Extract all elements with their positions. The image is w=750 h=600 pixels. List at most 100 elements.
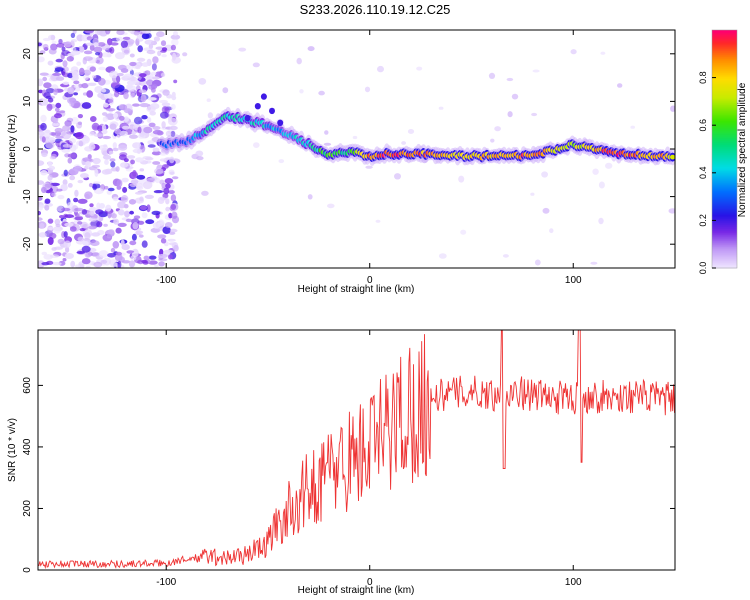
noise-mark — [136, 174, 146, 180]
noise-mark — [299, 89, 304, 94]
colorbar-strip — [712, 74, 737, 77]
noise-mark — [162, 164, 169, 169]
noise-mark — [151, 76, 160, 80]
noise-mark — [171, 38, 179, 46]
noise-mark — [127, 85, 137, 91]
colorbar-strip — [712, 150, 737, 153]
noise-mark — [77, 121, 82, 126]
x-tick-label: 0 — [367, 275, 373, 286]
colorbar-strip — [712, 38, 737, 41]
colorbar-strip — [712, 152, 737, 155]
colorbar-frame — [711, 29, 738, 269]
colorbar-strip — [712, 244, 737, 247]
colorbar-strip — [712, 76, 737, 79]
colorbar-strip — [712, 172, 737, 175]
colorbar: 0.0 0.2 0.4 0.6 0.8 Normalized spectral ampl… — [698, 29, 748, 274]
noise-mark — [102, 116, 108, 122]
noise-mark — [70, 125, 75, 133]
spectrogram-y-ticks: -20 -10 0 10 20 — [22, 48, 675, 251]
noise-mark — [115, 251, 123, 256]
noise-mark — [39, 222, 45, 229]
colorbar-strip — [712, 182, 737, 185]
noise-mark — [141, 212, 148, 219]
noise-mark — [134, 197, 144, 204]
noise-mark — [252, 142, 260, 149]
noise-mark — [118, 154, 127, 161]
noise-mark — [327, 203, 335, 209]
noise-mark — [54, 218, 61, 226]
noise-mark — [128, 260, 136, 268]
noise-mark — [112, 147, 119, 152]
noise-mark — [62, 66, 69, 72]
noise-mark — [76, 61, 82, 66]
noise-mark — [104, 168, 113, 175]
noise-mark — [158, 261, 165, 267]
colorbar-label: Normalized spectral amplitude — [737, 82, 748, 217]
noise-mark — [617, 83, 623, 88]
noise-mark — [127, 30, 135, 33]
noise-mark — [105, 113, 115, 120]
colorbar-strip — [712, 72, 737, 75]
noise-mark — [46, 103, 53, 112]
noise-mark — [50, 34, 56, 41]
noise-mark — [38, 78, 44, 87]
noise-mark — [73, 197, 79, 203]
spectrogram-x-ticks: -100 0 100 — [156, 30, 582, 286]
noise-mark — [98, 250, 109, 258]
noise-mark — [53, 227, 61, 234]
noise-mark — [98, 203, 105, 209]
noise-mark — [61, 207, 71, 212]
noise-mark — [173, 31, 178, 36]
noise-mark — [164, 178, 174, 184]
noise-mark — [70, 50, 81, 56]
noise-mark — [132, 103, 140, 107]
noise-mark — [124, 210, 130, 218]
noise-mark — [85, 265, 91, 268]
colorbar-strip — [712, 210, 737, 213]
noise-mark — [119, 104, 128, 111]
noise-mark — [103, 144, 108, 148]
noise-mark — [488, 72, 496, 79]
noise-mark — [352, 135, 358, 140]
noise-mark — [74, 207, 84, 212]
noise-mark — [54, 127, 63, 133]
noise-mark — [112, 196, 119, 202]
colorbar-strip — [712, 136, 737, 139]
noise-mark — [169, 228, 178, 233]
noise-mark — [145, 75, 151, 81]
noise-mark — [123, 92, 129, 100]
colorbar-strip — [712, 190, 737, 193]
x-tick-label: 100 — [565, 275, 582, 286]
noise-mark — [56, 43, 65, 48]
noise-mark — [170, 194, 177, 202]
noise-mark — [88, 206, 98, 213]
noise-mark — [161, 47, 168, 52]
colorbar-strip — [712, 70, 737, 73]
noise-mark — [365, 165, 373, 169]
noise-mark — [71, 116, 79, 125]
colorbar-strip — [712, 156, 737, 159]
noise-mark — [38, 89, 43, 94]
noise-mark — [141, 30, 151, 34]
noise-mark — [153, 190, 164, 193]
noise-mark — [129, 183, 137, 188]
noise-mark — [117, 260, 122, 268]
noise-mark — [506, 77, 514, 82]
noise-mark — [137, 220, 145, 225]
noise-mark — [107, 187, 115, 192]
noise-mark — [116, 30, 125, 36]
noise-mark — [600, 51, 606, 55]
noise-mark — [161, 102, 171, 107]
colorbar-strip — [712, 140, 737, 143]
noise-mark — [105, 204, 112, 212]
noise-mark — [64, 41, 72, 48]
noise-mark — [64, 222, 74, 227]
noise-mark — [77, 198, 88, 204]
noise-mark — [56, 188, 63, 192]
noise-mark — [70, 47, 77, 51]
noise-mark — [167, 117, 178, 126]
snr-x-axis-label: Height of straight line (km) — [298, 585, 415, 596]
noise-mark — [102, 135, 111, 140]
noise-mark — [109, 70, 119, 79]
noise-mark — [55, 102, 62, 109]
